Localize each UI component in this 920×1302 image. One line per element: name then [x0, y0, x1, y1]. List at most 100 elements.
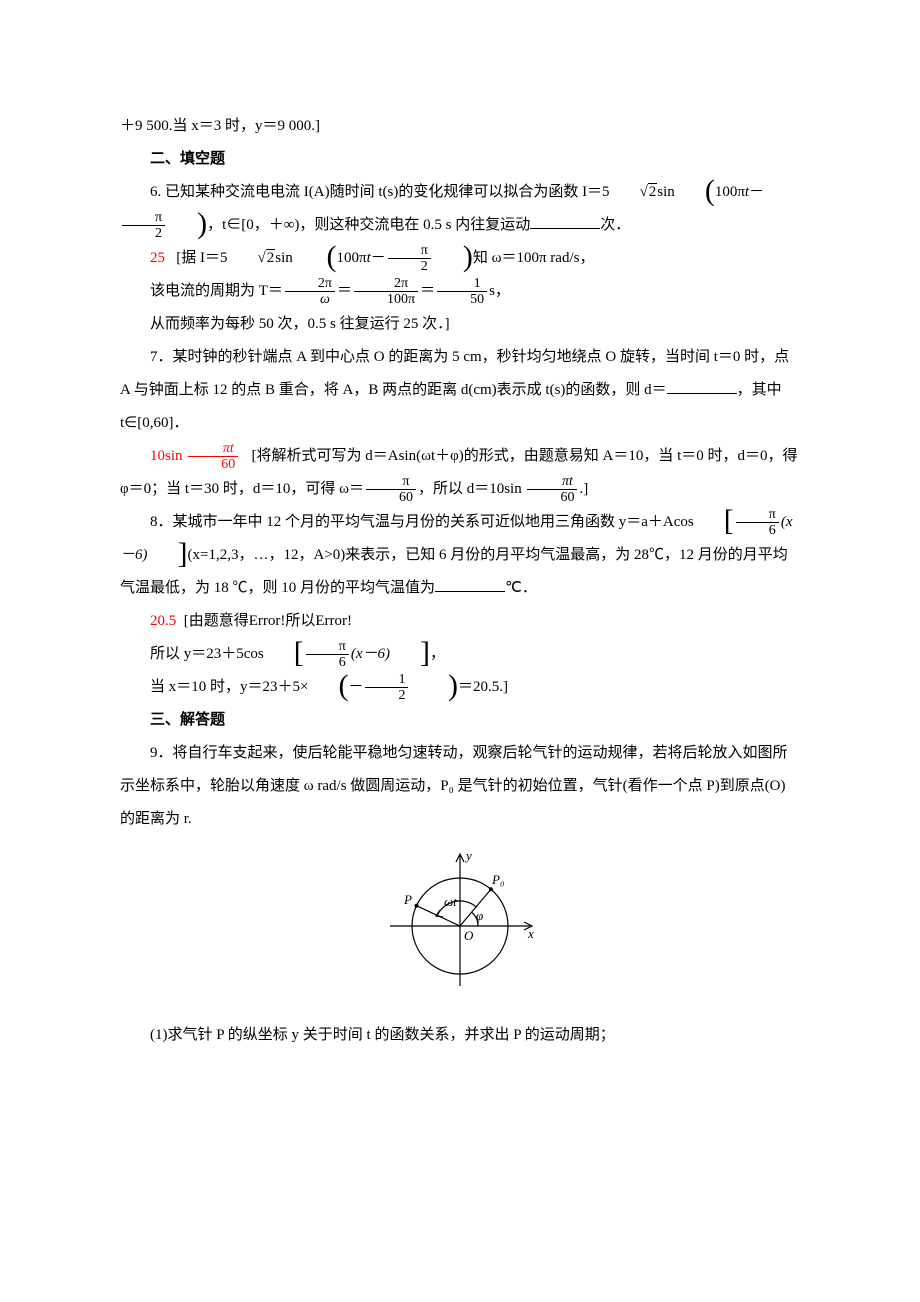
f1d: ω	[285, 291, 335, 307]
sqrt-2-rad: 2	[648, 183, 658, 200]
q6-sol-d: 该电流的周期为 T＝	[150, 283, 283, 299]
paren-r: )	[167, 209, 207, 239]
f2d: 100π	[354, 291, 418, 307]
q6-sol-c: 知 ω＝100π rad/s，	[473, 250, 595, 266]
q6-solution-line1: 25 [据 I＝52sin (100πt－π2)知 ω＝100π rad/s，	[120, 242, 800, 275]
q6-sol-inner-b: －	[371, 250, 386, 266]
blank-7	[667, 377, 737, 395]
brack-l2: [	[264, 638, 304, 668]
q9-stem: 9．将自行车支起来，使后轮能平稳地匀速转动，观察后轮气针的运动规律，若将后轮放入…	[120, 737, 800, 836]
q6-text-a: 6. 已知某种交流电电流 I(A)随时间 t(s)的变化规律可以拟合为函数 I＝…	[150, 184, 610, 200]
q7-ans-a: 10sin	[150, 448, 186, 464]
q9-diagram: y x O P P₀ ωt φ	[120, 846, 800, 1009]
label-x: x	[527, 926, 534, 941]
q7dnt: πt	[562, 474, 573, 489]
q6-stem: 6. 已知某种交流电电流 I(A)随时间 t(s)的变化规律可以拟合为函数 I＝…	[120, 176, 800, 242]
q6-text-b: sin	[657, 184, 675, 200]
q8-arg-frac2: π6	[306, 639, 349, 671]
paren-l2: (	[297, 242, 337, 272]
q8-sol-e: ＝20.5.]	[458, 679, 508, 695]
top-fragment: ＋9 500.当 x＝3 时，y＝9 000.]	[120, 110, 800, 143]
q7-d-frac: πt60	[527, 474, 577, 506]
q7-sol-b: ，所以 d＝10sin	[418, 481, 526, 497]
q8ad: 6	[736, 522, 779, 538]
brack-r: ]	[148, 539, 188, 569]
brack-l: [	[694, 506, 734, 536]
q8-half: 12	[365, 672, 408, 704]
q6-frac: π2	[122, 210, 165, 242]
page: ＋9 500.当 x＝3 时，y＝9 000.] 二、填空题 6. 已知某种交流…	[0, 0, 920, 1302]
paren-r3: )	[418, 671, 458, 701]
q9-part1: (1)求气针 P 的纵坐标 y 关于时间 t 的函数关系，并求出 P 的运动周期…	[120, 1019, 800, 1052]
q8ad2: 6	[306, 654, 349, 670]
q6-frac-num: π	[122, 210, 165, 225]
q8-text-a: 8．某城市一年中 12 个月的平均气温与月份的关系可近似地用三角函数 y＝a＋A…	[150, 514, 694, 530]
q6-frac2: π2	[388, 243, 431, 275]
label-y: y	[464, 848, 472, 863]
q6-text-d: 次．	[600, 217, 630, 233]
q8-solution-line1: 20.5 [由题意得Error!所以Error!	[120, 605, 800, 638]
q7-ans-frac: πt60	[188, 441, 238, 473]
q7wn: π	[366, 474, 416, 489]
q8-solution-line2: 所以 y＝23＋5cos[π6(x－6)]，	[120, 638, 800, 671]
q6-T-f1: 2πω	[285, 276, 335, 308]
f2n: 2π	[354, 276, 418, 291]
section-3-heading: 三、解答题	[120, 704, 800, 737]
q8-solution-line3: 当 x＝10 时，y＝23＋5×(－12 )＝20.5.]	[120, 671, 800, 704]
paren-l: (	[675, 176, 715, 206]
q6-T-f2: 2π100π	[354, 276, 418, 308]
q7-sol-c: .]	[579, 481, 588, 497]
q7af-n: πt	[188, 441, 238, 456]
q6-sol-a: [据 I＝5	[176, 250, 227, 266]
q7af-d: 60	[188, 456, 238, 472]
q6-answer: 25	[150, 250, 165, 266]
f3d: 50	[437, 291, 487, 307]
brack-r2: ]	[390, 638, 430, 668]
blank-8	[435, 575, 505, 593]
q8-sol-d: 当 x＝10 时，y＝23＋5×	[150, 679, 308, 695]
q8an2: π	[306, 639, 349, 654]
q6-frac2-den: 2	[388, 258, 431, 274]
q6-solution-line2: 该电流的周期为 T＝2πω＝2π100π＝150s，	[120, 275, 800, 308]
q6-frac2-num: π	[388, 243, 431, 258]
section-2-heading: 二、填空题	[120, 143, 800, 176]
q8-arg-frac: π6	[736, 507, 779, 539]
q6-inner-a: 100π	[715, 184, 745, 200]
q6-sol-e: s，	[489, 283, 510, 299]
label-phi: φ	[476, 908, 483, 923]
f3n: 1	[437, 276, 487, 291]
q7-answer: 10sin πt60	[150, 448, 240, 464]
q9-diagram-svg: y x O P P₀ ωt φ	[380, 846, 540, 996]
q8-arg-rest2: (x－6)	[351, 646, 390, 662]
sqrt-2b: 2	[228, 242, 276, 275]
neg: －	[348, 679, 363, 695]
q6-inner-b: －	[749, 184, 764, 200]
q6-text-c: ，t∈[0，＋∞)，则这种交流电在 0.5 s 内往复运动	[207, 217, 530, 233]
q6-frac-den: 2	[122, 225, 165, 241]
q8-sol-b: 所以 y＝23＋5cos	[150, 646, 264, 662]
q8-sol-a: [由题意得Error!所以Error!	[184, 613, 352, 629]
q8-sol-c: ，	[430, 646, 445, 662]
q7-solution: 10sin πt60 [将解析式可写为 d＝Asin(ωt＋φ)的形式，由题意易…	[120, 440, 800, 506]
q6-sol-inner-a: 100π	[337, 250, 367, 266]
hn: 1	[365, 672, 408, 687]
q7-w-frac: π60	[366, 474, 416, 506]
paren-r2: )	[433, 242, 473, 272]
q8-text-c: ℃．	[505, 580, 537, 596]
paren-l3: (	[308, 671, 348, 701]
f1n: 2π	[285, 276, 335, 291]
q7dn: πt	[527, 474, 577, 489]
q6-sol-b: sin	[275, 250, 296, 266]
label-wt: ωt	[444, 894, 457, 909]
q8-answer: 20.5	[150, 613, 176, 629]
q7dd: 60	[527, 489, 577, 505]
q8-stem: 8．某城市一年中 12 个月的平均气温与月份的关系可近似地用三角函数 y＝a＋A…	[120, 506, 800, 605]
q6-solution-line3: 从而频率为每秒 50 次，0.5 s 往复运行 25 次．]	[120, 308, 800, 341]
q7-stem: 7．某时钟的秒针端点 A 到中心点 O 的距离为 5 cm，秒针均匀地绕点 O …	[120, 341, 800, 440]
label-P0: P₀	[491, 872, 504, 887]
q7af-nt: πt	[223, 441, 234, 456]
sqrt-2b-rad: 2	[266, 249, 276, 266]
q8an: π	[736, 507, 779, 522]
label-P: P	[403, 892, 412, 907]
label-O: O	[464, 928, 474, 943]
